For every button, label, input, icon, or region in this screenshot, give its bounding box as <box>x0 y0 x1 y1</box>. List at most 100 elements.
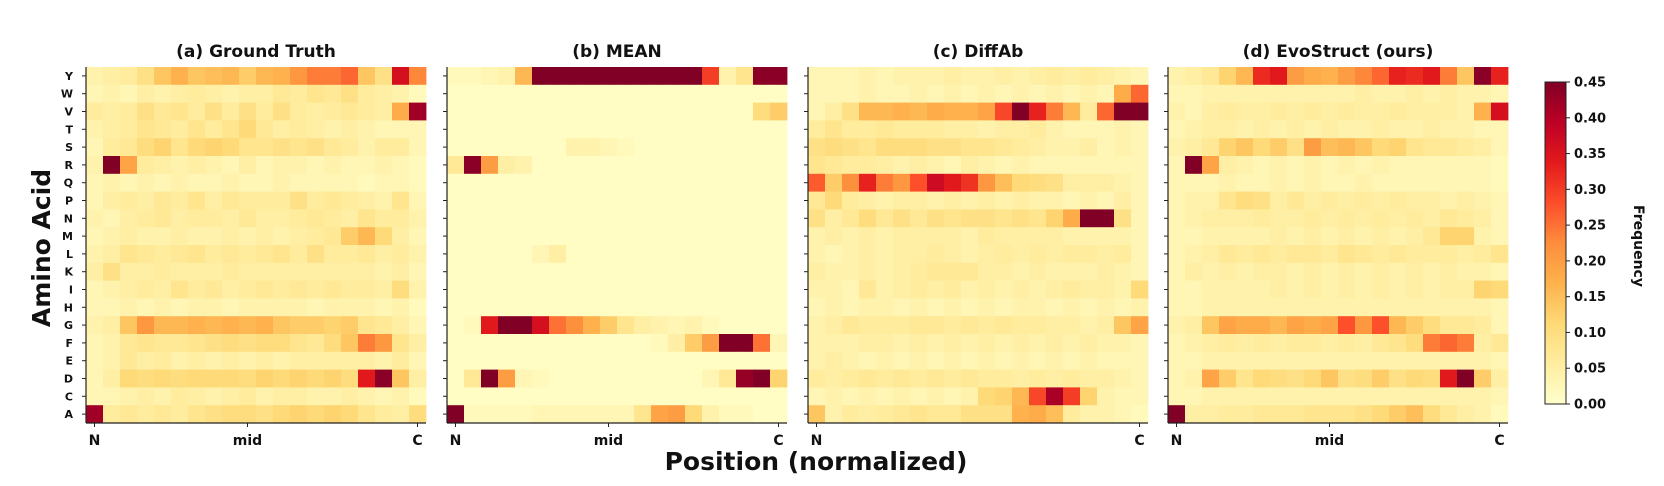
heatmap-cell <box>1304 67 1322 86</box>
heatmap-cell <box>1219 387 1237 406</box>
heatmap-cell <box>995 156 1013 175</box>
heatmap-cell <box>498 102 516 121</box>
heatmap-cell <box>1080 369 1098 388</box>
heatmap-cell <box>978 227 996 246</box>
heatmap-cell <box>1046 351 1064 370</box>
heatmap-cell <box>307 369 325 388</box>
heatmap-cell <box>1423 262 1441 281</box>
heatmap-cell <box>1063 262 1081 281</box>
heatmap-cell <box>549 280 567 299</box>
heatmap-cell <box>1236 405 1254 424</box>
heatmap-cell <box>1321 120 1339 139</box>
heatmap-cell <box>1474 120 1492 139</box>
heatmap-cell <box>944 67 962 86</box>
heatmap-cell <box>481 156 499 175</box>
heatmap-cell <box>702 84 720 103</box>
heatmap-cell <box>961 334 979 353</box>
heatmap-cell <box>137 262 155 281</box>
heatmap-cell <box>944 191 962 210</box>
heatmap-cell <box>1046 262 1064 281</box>
heatmap-cell <box>893 351 911 370</box>
heatmap-cell <box>978 67 996 86</box>
heatmap-cell <box>532 245 550 264</box>
heatmap-cell <box>1287 298 1305 317</box>
heatmap-cell <box>600 280 618 299</box>
heatmap-cell <box>1029 298 1047 317</box>
heatmap-cell <box>498 298 516 317</box>
heatmap-cell <box>290 84 308 103</box>
heatmap-cell <box>1202 209 1220 228</box>
x-tick-label: mid <box>233 433 262 449</box>
heatmap-cell <box>1304 138 1322 157</box>
heatmap-cell <box>222 280 240 299</box>
heatmap-cell <box>154 245 172 264</box>
heatmap-cell <box>1063 138 1081 157</box>
heatmap-cell <box>1202 405 1220 424</box>
heatmap-cell <box>1168 405 1186 424</box>
heatmap-cell <box>256 84 274 103</box>
heatmap-cell <box>961 67 979 86</box>
heatmap-cell <box>532 84 550 103</box>
heatmap-cell <box>481 227 499 246</box>
heatmap-cell <box>1114 102 1132 121</box>
heatmap-cell <box>1406 138 1424 157</box>
heatmap-cell <box>375 262 393 281</box>
heatmap-cell <box>137 387 155 406</box>
heatmap-cell <box>375 120 393 139</box>
heatmap-cell <box>188 405 206 424</box>
heatmap-cell <box>1287 227 1305 246</box>
heatmap-cell <box>944 351 962 370</box>
heatmap-cell <box>651 67 669 86</box>
heatmap-cell <box>324 245 342 264</box>
heatmap-cell <box>808 156 826 175</box>
heatmap-cell <box>600 298 618 317</box>
heatmap-cell <box>859 369 877 388</box>
heatmap-cell <box>702 102 720 121</box>
heatmap-cell <box>515 156 533 175</box>
heatmap-cell <box>1338 84 1356 103</box>
heatmap-cell <box>1389 209 1407 228</box>
heatmap-cell <box>1219 227 1237 246</box>
heatmap-cell <box>1029 262 1047 281</box>
heatmap-cell <box>1423 209 1441 228</box>
heatmap-cell <box>447 334 465 353</box>
heatmap-cell <box>702 334 720 353</box>
heatmap-cell <box>566 280 584 299</box>
heatmap-cell <box>1389 156 1407 175</box>
heatmap-cell <box>668 138 686 157</box>
heatmap-cell <box>1270 405 1288 424</box>
heatmap-cell <box>634 102 652 121</box>
heatmap-cell <box>1029 191 1047 210</box>
heatmap-cell <box>668 84 686 103</box>
y-tick-label: W <box>61 88 73 101</box>
heatmap-cell <box>409 227 427 246</box>
heatmap-cell <box>753 280 771 299</box>
heatmap-cell <box>447 298 465 317</box>
heatmap-cell <box>842 191 860 210</box>
heatmap-cell <box>842 298 860 317</box>
heatmap-cell <box>341 351 359 370</box>
heatmap-cell <box>171 245 189 264</box>
heatmap-cell <box>392 351 410 370</box>
heatmap-cell <box>1304 280 1322 299</box>
heatmap-cell <box>825 67 843 86</box>
heatmap-cell <box>1168 227 1186 246</box>
heatmap-cell <box>120 405 138 424</box>
y-tick-label: F <box>65 337 73 350</box>
heatmap-cell <box>409 173 427 192</box>
heatmap-cell <box>273 334 291 353</box>
heatmap-cell <box>1080 405 1098 424</box>
heatmap-cell <box>1491 84 1509 103</box>
heatmap-cell <box>634 351 652 370</box>
heatmap-cell <box>910 298 928 317</box>
heatmap-cell <box>1321 405 1339 424</box>
heatmap-cell <box>239 316 257 335</box>
heatmap-cell <box>515 102 533 121</box>
heatmap-cell <box>1457 191 1475 210</box>
heatmap-cell <box>736 245 754 264</box>
heatmap-cell <box>842 102 860 121</box>
heatmap-cell <box>154 173 172 192</box>
heatmap-cell <box>978 84 996 103</box>
heatmap-cell <box>685 334 703 353</box>
heatmap-cell <box>808 245 826 264</box>
